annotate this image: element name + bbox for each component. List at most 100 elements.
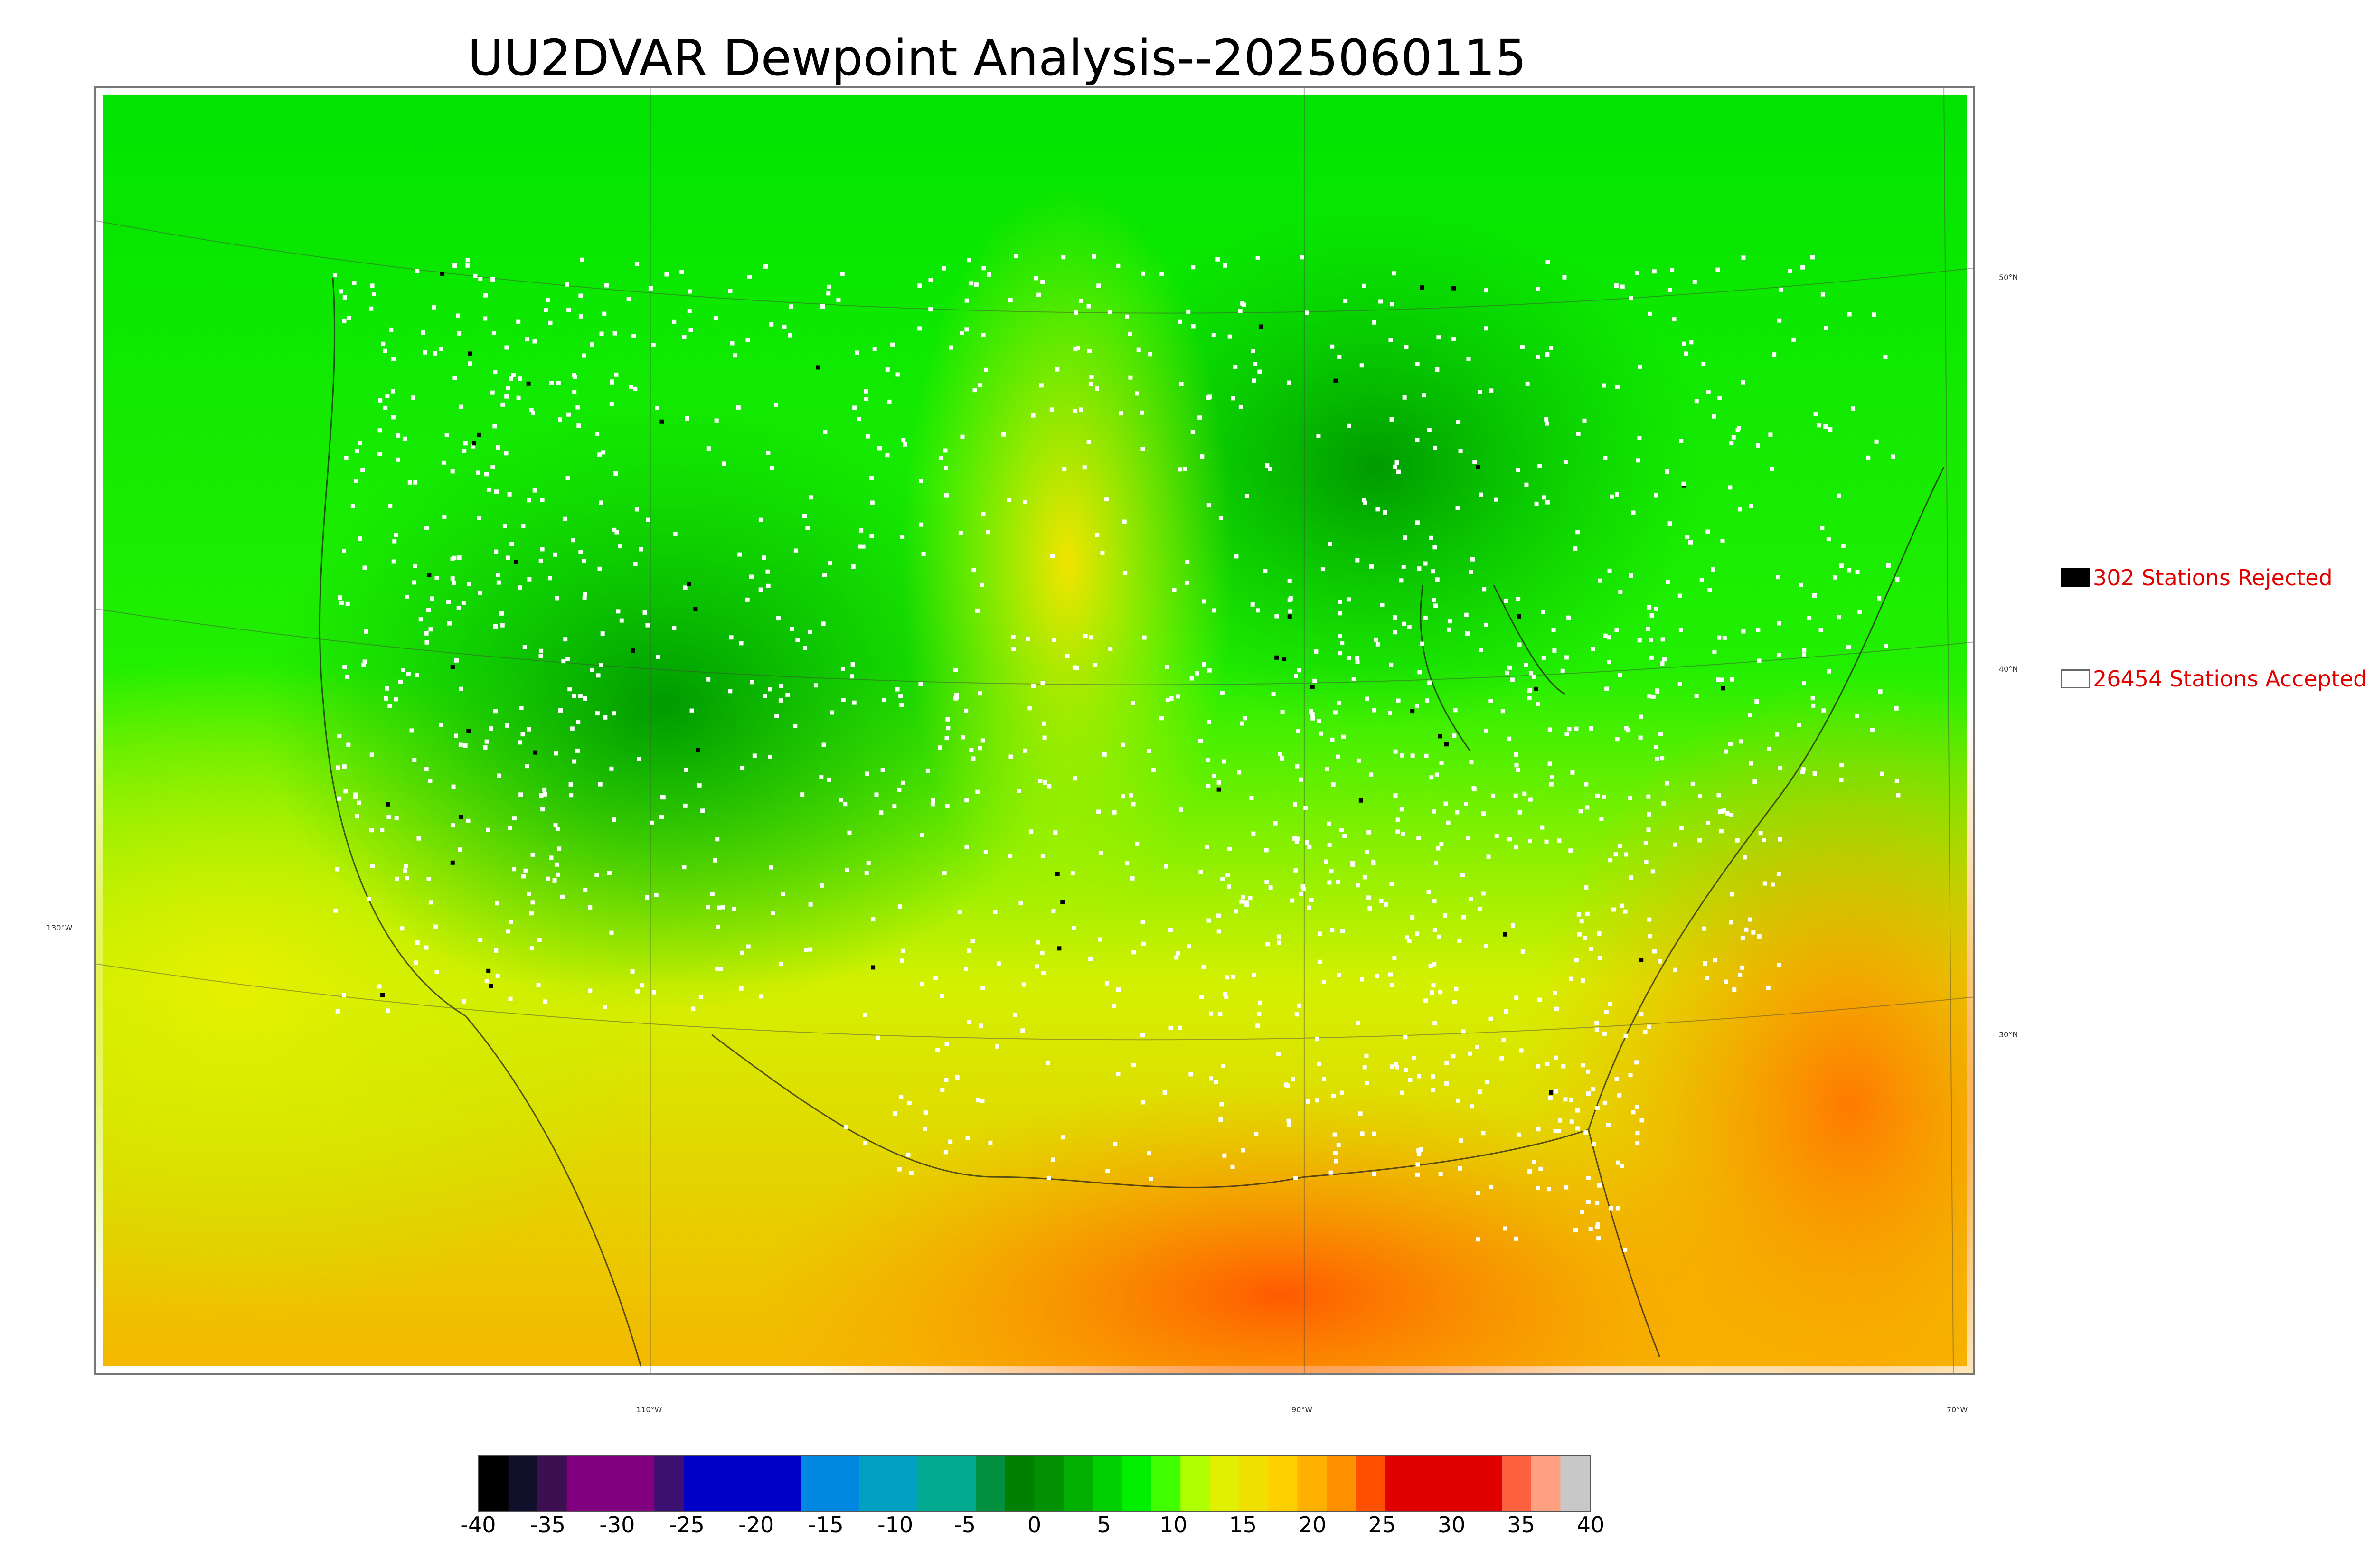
station-marker <box>1380 603 1385 608</box>
station-marker <box>1086 440 1091 444</box>
station-marker <box>1438 734 1442 739</box>
station-marker <box>1197 415 1202 420</box>
station-marker <box>496 573 500 577</box>
station-marker <box>1542 495 1546 500</box>
station-marker <box>645 895 650 900</box>
legend-rejected-label: 302 Stations Rejected <box>2093 565 2333 591</box>
station-marker <box>566 412 571 417</box>
station-marker <box>572 390 577 394</box>
station-marker <box>716 924 721 929</box>
station-marker <box>486 968 491 973</box>
accepted-swatch <box>2061 669 2090 688</box>
station-marker <box>1469 897 1473 901</box>
station-marker <box>468 361 472 366</box>
station-marker <box>1334 1159 1338 1164</box>
station-marker <box>1356 1021 1360 1025</box>
station-marker <box>1494 834 1499 838</box>
station-marker <box>1650 869 1655 874</box>
station-marker <box>1338 634 1342 639</box>
station-marker <box>1401 832 1405 836</box>
station-marker <box>871 965 876 970</box>
station-marker <box>1293 868 1298 873</box>
station-marker <box>1596 1236 1601 1241</box>
station-marker <box>1615 384 1620 389</box>
station-marker <box>540 547 545 552</box>
station-marker <box>1287 579 1292 583</box>
station-marker <box>1749 504 1753 508</box>
station-marker <box>843 802 848 807</box>
station-marker <box>1677 593 1682 598</box>
station-marker <box>1049 407 1054 412</box>
station-marker <box>386 1008 390 1013</box>
station-marker <box>1243 716 1247 721</box>
station-marker <box>494 549 499 554</box>
station-marker <box>1244 494 1249 498</box>
station-marker <box>1836 493 1841 498</box>
station-marker <box>1504 598 1508 603</box>
station-marker <box>1470 1104 1474 1109</box>
station-marker <box>396 457 400 462</box>
station-marker <box>1618 844 1622 848</box>
station-marker <box>1777 653 1781 657</box>
station-marker <box>1043 780 1047 785</box>
station-marker <box>1399 807 1404 812</box>
station-marker <box>943 1150 948 1155</box>
station-marker <box>651 343 656 347</box>
station-marker <box>1105 1169 1110 1174</box>
colorbar-segment <box>1560 1456 1591 1511</box>
station-marker <box>1503 1226 1507 1231</box>
station-marker <box>1425 698 1430 703</box>
station-marker <box>1694 399 1699 404</box>
station-marker <box>864 871 869 875</box>
station-marker <box>412 580 416 585</box>
station-marker <box>458 847 462 852</box>
station-marker <box>1580 1210 1584 1214</box>
station-marker <box>1536 355 1541 359</box>
station-marker <box>1093 663 1098 667</box>
station-marker <box>822 573 827 577</box>
station-marker <box>572 694 577 698</box>
station-marker <box>1639 1012 1644 1017</box>
station-marker <box>1423 998 1428 1003</box>
station-marker <box>1325 767 1329 771</box>
station-marker <box>1466 836 1470 840</box>
station-marker <box>945 804 950 808</box>
station-marker <box>509 376 513 381</box>
station-marker <box>1295 836 1300 841</box>
station-marker <box>1446 820 1451 825</box>
station-marker <box>597 452 602 457</box>
station-marker <box>1646 827 1651 832</box>
station-marker <box>1198 739 1203 743</box>
station-marker <box>849 674 854 679</box>
station-marker <box>1240 721 1245 726</box>
station-marker <box>1762 881 1767 886</box>
legend-rejected: 302 Stations Rejected <box>2061 565 2333 591</box>
station-marker <box>1061 255 1066 260</box>
station-marker <box>1008 298 1013 303</box>
station-marker <box>1552 648 1557 653</box>
station-marker <box>1061 1135 1065 1140</box>
station-marker <box>679 269 684 274</box>
station-marker <box>533 750 538 755</box>
station-marker <box>504 345 509 350</box>
station-marker <box>457 555 462 560</box>
station-marker <box>823 430 828 434</box>
station-marker <box>553 823 558 827</box>
colorbar-segment <box>596 1456 626 1511</box>
station-marker <box>813 683 818 688</box>
station-marker <box>1174 955 1179 960</box>
station-marker <box>1620 1164 1624 1168</box>
station-marker <box>1317 1061 1322 1066</box>
station-marker <box>1484 326 1488 331</box>
station-marker <box>1701 362 1706 366</box>
station-marker <box>1797 723 1801 727</box>
station-marker <box>1433 603 1438 608</box>
station-marker <box>728 689 733 694</box>
station-marker <box>840 272 845 276</box>
station-marker <box>572 759 577 764</box>
station-marker <box>1458 1166 1462 1171</box>
station-marker <box>1201 965 1206 969</box>
station-marker <box>540 498 545 503</box>
station-marker <box>459 404 463 409</box>
station-marker <box>944 1078 949 1082</box>
